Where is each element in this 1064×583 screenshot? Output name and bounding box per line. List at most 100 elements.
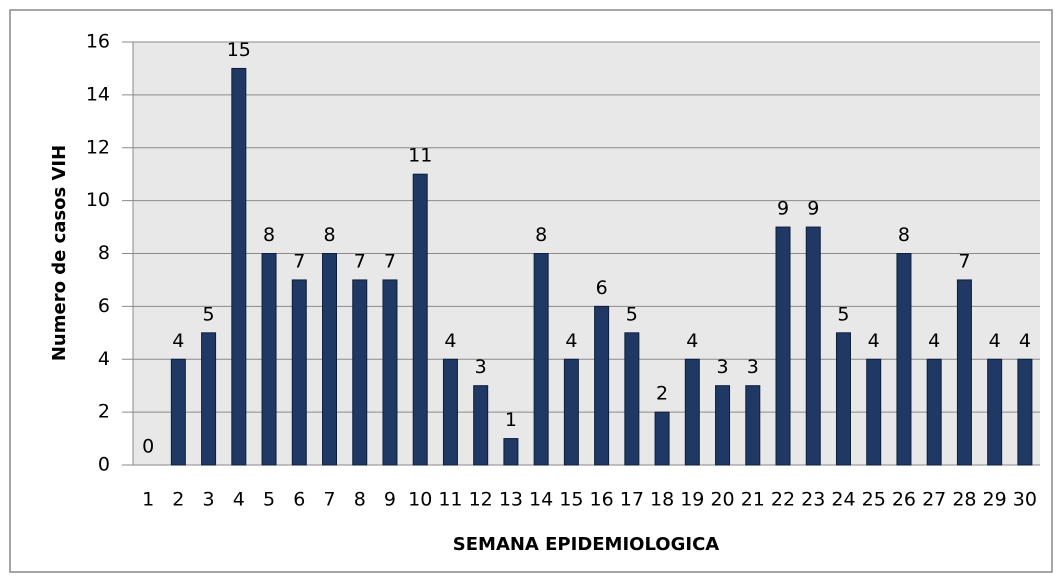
- x-tick-label: 19: [680, 489, 704, 511]
- x-tick-label: 12: [469, 489, 493, 511]
- data-label: 7: [293, 250, 305, 272]
- bar: [624, 332, 640, 466]
- y-tick-label: 2: [98, 401, 110, 423]
- data-label: 3: [717, 356, 729, 378]
- bar: [835, 332, 851, 466]
- data-label: 8: [323, 224, 335, 246]
- y-axis-title: Numero de casos VIH: [49, 145, 70, 361]
- data-label: 5: [837, 303, 849, 325]
- x-tick-label: 29: [983, 489, 1007, 511]
- bar: [412, 173, 428, 466]
- x-tick-label: 27: [922, 489, 946, 511]
- bar: [473, 385, 489, 466]
- data-label: 4: [172, 330, 184, 352]
- x-tick-label: 24: [831, 489, 855, 511]
- bar: [563, 358, 579, 466]
- bar: [956, 279, 972, 466]
- data-label: 8: [898, 224, 910, 246]
- bar: [533, 253, 549, 466]
- y-tick-label: 14: [86, 83, 110, 105]
- data-label: 7: [354, 250, 366, 272]
- x-tick-label: 5: [263, 489, 275, 511]
- x-tick-label: 25: [862, 489, 886, 511]
- data-label: 4: [868, 330, 880, 352]
- y-tick-label: 4: [98, 348, 110, 370]
- data-label: 3: [747, 356, 759, 378]
- data-label: 7: [384, 250, 396, 272]
- data-label: 0: [142, 436, 154, 458]
- x-tick-label: 10: [408, 489, 432, 511]
- bar: [866, 358, 882, 466]
- x-tick-label: 1: [142, 489, 154, 511]
- bar: [896, 253, 912, 466]
- x-tick-label: 8: [354, 489, 366, 511]
- x-tick-label: 2: [172, 489, 184, 511]
- x-tick-label: 9: [384, 489, 396, 511]
- data-label: 5: [203, 303, 215, 325]
- data-label: 6: [596, 277, 608, 299]
- bar: [594, 305, 610, 466]
- x-tick-label: 11: [438, 489, 462, 511]
- bar: [805, 226, 821, 466]
- y-tick-label: 12: [86, 136, 110, 158]
- y-tick-label: 10: [86, 189, 110, 211]
- bar: [654, 411, 670, 466]
- y-tick-label: 0: [98, 454, 110, 476]
- bar: [715, 385, 731, 466]
- x-tick-label: 15: [559, 489, 583, 511]
- x-tick-label: 4: [233, 489, 245, 511]
- bar: [170, 358, 186, 466]
- x-tick-label: 7: [323, 489, 335, 511]
- bar: [926, 358, 942, 466]
- bar: [261, 253, 277, 466]
- data-label: 5: [626, 303, 638, 325]
- data-label: 3: [475, 356, 487, 378]
- data-label: 4: [928, 330, 940, 352]
- x-tick-label: 13: [499, 489, 523, 511]
- bar: [201, 332, 217, 466]
- x-tick-label: 23: [801, 489, 825, 511]
- y-tick-label: 6: [98, 295, 110, 317]
- x-tick-label: 6: [293, 489, 305, 511]
- x-tick-label: 22: [771, 489, 795, 511]
- x-tick-label: 16: [590, 489, 614, 511]
- bar: [503, 438, 519, 466]
- data-label: 4: [565, 330, 577, 352]
- data-label: 8: [263, 224, 275, 246]
- data-label: 7: [958, 250, 970, 272]
- bar: [322, 253, 338, 466]
- y-tick-label: 8: [98, 242, 110, 264]
- data-label: 15: [227, 39, 251, 61]
- bar: [382, 279, 398, 466]
- bar: [987, 358, 1003, 466]
- bar: [291, 279, 307, 466]
- data-label: 2: [656, 383, 668, 405]
- data-label: 9: [807, 198, 819, 220]
- bar: [775, 226, 791, 466]
- data-label: 11: [408, 145, 432, 167]
- bar: [684, 358, 700, 466]
- bar: [352, 279, 368, 466]
- x-tick-label: 30: [1013, 489, 1037, 511]
- bar: [442, 358, 458, 466]
- data-label: 9: [777, 198, 789, 220]
- x-tick-label: 18: [650, 489, 674, 511]
- bar: [231, 67, 247, 466]
- bar: [745, 385, 761, 466]
- data-label: 8: [535, 224, 547, 246]
- x-tick-label: 20: [710, 489, 734, 511]
- y-tick-label: 16: [86, 31, 110, 53]
- x-tick-label: 21: [741, 489, 765, 511]
- x-tick-label: 14: [529, 489, 553, 511]
- x-tick-label: 3: [203, 489, 215, 511]
- data-label: 4: [444, 330, 456, 352]
- x-tick-label: 26: [892, 489, 916, 511]
- x-tick-label: 17: [620, 489, 644, 511]
- x-axis-title: SEMANA EPIDEMIOLOGICA: [453, 534, 720, 555]
- x-tick-label: 28: [952, 489, 976, 511]
- data-label: 4: [989, 330, 1001, 352]
- data-label: 4: [1019, 330, 1031, 352]
- data-label: 1: [505, 409, 517, 431]
- data-label: 4: [686, 330, 698, 352]
